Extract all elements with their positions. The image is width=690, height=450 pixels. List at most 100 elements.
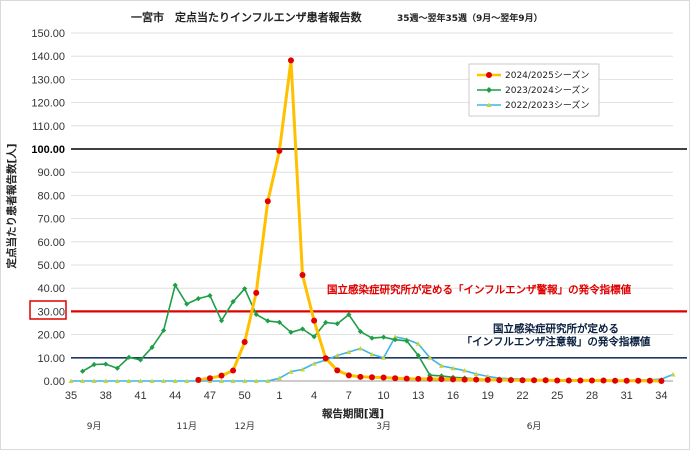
data-point <box>427 372 433 378</box>
legend-swatch-marker <box>486 72 492 78</box>
y-tick-label: 60.00 <box>37 237 65 249</box>
data-point <box>253 311 259 318</box>
data-point <box>427 355 433 360</box>
legend-entry-2023-2024: 2023/2024シーズン <box>477 84 589 96</box>
data-point <box>496 377 503 384</box>
data-point <box>242 378 248 383</box>
data-point <box>450 365 456 371</box>
data-point <box>149 344 155 350</box>
data-point <box>288 329 294 335</box>
y-tick-label: 0.00 <box>44 376 65 388</box>
y-tick-label: 70.00 <box>37 214 65 226</box>
data-point <box>392 334 398 339</box>
legend: 2024/2025シーズン 2023/2024シーズン 2022/2023シーズ… <box>468 63 600 117</box>
data-point <box>323 319 329 326</box>
data-point <box>276 375 282 381</box>
data-point <box>334 321 340 327</box>
legend-entry-2022-2023: 2022/2023シーズン <box>477 99 589 111</box>
data-point <box>230 367 237 374</box>
data-point <box>288 369 294 374</box>
data-point <box>369 335 375 341</box>
y-tick-label: 140.00 <box>31 51 65 63</box>
data-point <box>415 341 421 346</box>
data-point <box>415 352 421 359</box>
data-point <box>369 374 375 381</box>
data-point <box>264 198 271 205</box>
data-point <box>230 378 236 383</box>
data-point <box>265 318 271 324</box>
y-tick-label: 90.00 <box>37 167 65 179</box>
x-tick-label: 16 <box>447 390 459 402</box>
data-point <box>519 377 526 384</box>
y-tick-label: 40.00 <box>37 283 65 295</box>
y-tick-label: 20.00 <box>37 330 65 342</box>
advisory-annotation-line1: 国立感染症研究所が定める <box>493 322 619 335</box>
data-point <box>114 378 120 383</box>
x-axis-label: 報告期間[週] <box>322 407 384 420</box>
data-point <box>577 377 584 384</box>
month-labels: 9月 11月 12月 3月 6月 <box>87 421 542 432</box>
data-point <box>103 361 109 367</box>
data-point <box>241 339 248 346</box>
data-point <box>588 377 595 384</box>
chart-subtitle: 35週〜翌年35週（9月〜翌年9月） <box>397 12 543 24</box>
data-point <box>438 376 445 383</box>
data-point <box>415 375 422 382</box>
data-point <box>91 361 97 368</box>
data-point <box>172 378 178 383</box>
data-point <box>253 378 259 383</box>
x-tick-label: 35 <box>65 390 77 402</box>
data-point <box>79 368 86 374</box>
data-point <box>392 337 398 343</box>
x-tick-label: 1 <box>276 390 282 402</box>
x-tick-label: 13 <box>412 390 424 402</box>
x-tick-label: 41 <box>134 390 146 402</box>
data-point <box>461 376 468 383</box>
month-label: 3月 <box>376 421 391 432</box>
legend-label: 2022/2023シーズン <box>505 99 589 111</box>
data-point <box>554 377 561 384</box>
data-point <box>473 371 479 377</box>
month-label: 9月 <box>87 421 102 432</box>
data-point <box>450 376 457 383</box>
y-tick-labels: 0.00 10.00 20.00 30.00 40.00 50.00 60.00 70.00 8… <box>31 28 65 388</box>
data-point <box>357 346 363 351</box>
warning-threshold-highlight-box <box>29 300 67 320</box>
data-point <box>137 357 144 363</box>
data-point <box>357 328 364 335</box>
data-point <box>184 378 190 383</box>
data-point <box>381 355 387 360</box>
x-tick-label: 31 <box>621 390 633 402</box>
y-tick-label: 110.00 <box>32 121 65 133</box>
data-point <box>68 378 74 383</box>
data-point <box>658 378 665 384</box>
data-point <box>623 377 630 384</box>
legend-swatch-marker <box>486 87 492 93</box>
data-point <box>161 327 167 334</box>
data-point <box>161 378 167 383</box>
y-tick-label: 150.00 <box>31 28 65 40</box>
warning-annotation: 国立感染症研究所が定める「インフルエンザ警報」の発令指標値 <box>327 283 632 296</box>
data-point <box>380 334 387 340</box>
data-point <box>438 363 444 368</box>
data-point <box>311 361 317 366</box>
data-point <box>507 377 514 384</box>
data-point <box>126 354 132 360</box>
month-label: 12月 <box>234 421 254 432</box>
y-tick-label: 30.00 <box>37 306 65 318</box>
x-tick-label: 38 <box>100 390 112 402</box>
data-point <box>635 377 642 384</box>
data-point <box>473 376 480 383</box>
data-point <box>195 296 201 302</box>
data-point <box>218 318 225 324</box>
x-tick-label: 47 <box>204 390 216 402</box>
data-point <box>484 376 491 383</box>
data-point <box>287 57 294 64</box>
data-point <box>207 293 213 299</box>
data-point <box>462 368 468 373</box>
month-label: 6月 <box>527 421 542 432</box>
legend-label: 2023/2024シーズン <box>505 84 589 96</box>
data-point <box>403 375 410 382</box>
data-series <box>68 57 676 384</box>
